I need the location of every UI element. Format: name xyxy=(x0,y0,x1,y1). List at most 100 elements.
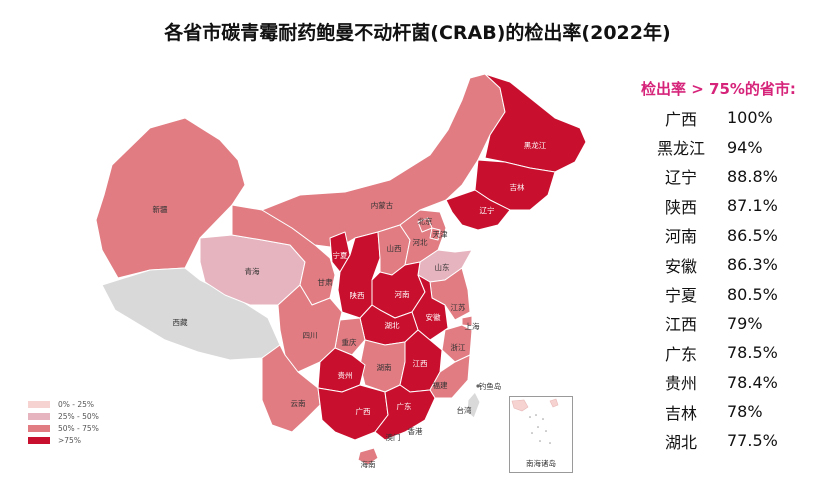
ranking-value: 88.8% xyxy=(727,166,778,186)
legend-swatch xyxy=(28,412,50,420)
label-liaoning: 辽宁 xyxy=(480,205,495,215)
legend-label: >75% xyxy=(58,435,81,445)
label-jiangxi: 江西 xyxy=(413,359,428,368)
legend-swatch xyxy=(28,424,50,432)
ranking-province: 黑龙江 xyxy=(656,139,705,159)
region-guangdong xyxy=(374,384,436,441)
ranking-row: 黑龙江 94% xyxy=(641,132,831,161)
label-hongkong: 香港 xyxy=(408,426,423,436)
ranking-header: 检出率 > 75%的省市: xyxy=(641,80,796,98)
ranking-row: 湖北 77.5% xyxy=(641,426,831,455)
region-shanghai xyxy=(461,315,473,327)
legend-swatch xyxy=(28,400,50,408)
ranking-province: 广西 xyxy=(664,109,697,129)
legend-item: 50% - 75% xyxy=(28,422,99,434)
label-hebei: 河北 xyxy=(413,238,428,247)
ranking-value: 100% xyxy=(727,108,773,128)
label-macau: 澳门 xyxy=(386,432,401,442)
ranking-value: 94% xyxy=(727,137,763,157)
ranking-value: 86.3% xyxy=(727,255,778,275)
ranking-province: 辽宁 xyxy=(664,168,697,188)
label-shaanxi: 陕西 xyxy=(350,290,365,300)
ranking-value: 78.5% xyxy=(727,343,778,363)
region-hainan xyxy=(357,447,379,466)
legend-swatch xyxy=(28,436,50,444)
ranking-row: 陕西 87.1% xyxy=(641,191,831,220)
region-sichuan xyxy=(277,284,343,373)
ranking-province: 安徽 xyxy=(664,256,697,276)
label-shanxi: 山西 xyxy=(387,243,402,253)
ranking-value: 87.1% xyxy=(727,196,778,216)
ranking-province: 广东 xyxy=(664,344,697,364)
label-jilin: 吉林 xyxy=(510,182,525,192)
legend-label: 0% - 25% xyxy=(58,399,95,409)
label-sichuan: 四川 xyxy=(303,331,318,340)
ranking-province: 湖北 xyxy=(664,432,697,452)
diaoyudao-marker xyxy=(476,384,480,388)
label-guangxi: 广西 xyxy=(356,406,371,416)
label-neimenggu: 内蒙古 xyxy=(371,200,394,210)
ranking-value: 77.5% xyxy=(727,431,778,451)
legend: 0% - 25% 25% - 50% 50% - 75% >75% xyxy=(28,398,99,446)
ranking-province: 陕西 xyxy=(664,197,697,217)
inset-label: 南海诸岛 xyxy=(526,459,556,468)
region-tianjin xyxy=(429,227,441,241)
label-zhejiang: 浙江 xyxy=(451,342,466,352)
legend-item: 25% - 50% xyxy=(28,410,99,422)
ranking-province: 河南 xyxy=(664,227,697,247)
legend-item: 0% - 25% xyxy=(28,398,99,410)
label-hunan: 湖南 xyxy=(377,362,392,372)
label-xizang: 西藏 xyxy=(173,317,188,327)
ranking-row: 贵州 78.4% xyxy=(641,368,831,397)
region-liaoning xyxy=(445,189,511,231)
ranking-row: 江西 79% xyxy=(641,309,831,338)
label-henan: 河南 xyxy=(395,289,410,299)
south-china-sea-islands xyxy=(511,398,559,444)
legend-item: >75% xyxy=(28,434,99,446)
ranking-value: 80.5% xyxy=(727,284,778,304)
ranking-row: 广东 78.5% xyxy=(641,338,831,367)
region-taiwan xyxy=(466,391,481,419)
label-shandong: 山东 xyxy=(435,262,450,272)
label-taiwan: 台湾 xyxy=(457,405,472,415)
label-chongqing: 重庆 xyxy=(342,337,357,347)
label-ningxia: 宁夏 xyxy=(333,250,348,260)
ranking-value: 78% xyxy=(727,402,763,422)
legend-label: 25% - 50% xyxy=(58,411,99,421)
ranking-value: 79% xyxy=(727,313,763,333)
ranking-province: 宁夏 xyxy=(664,286,697,306)
ranking-province: 江西 xyxy=(664,315,697,335)
label-shanghai: 上海 xyxy=(465,321,480,331)
label-tianjin: 天津 xyxy=(433,230,448,239)
label-xinjiang: 新疆 xyxy=(153,204,168,214)
region-anhui xyxy=(411,274,449,341)
ranking-value: 78.4% xyxy=(727,372,778,392)
ranking-row: 辽宁 88.8% xyxy=(641,162,831,191)
label-jiangsu: 江苏 xyxy=(451,302,466,312)
label-anhui: 安徽 xyxy=(426,312,441,322)
label-hainan: 海南 xyxy=(361,459,376,469)
label-guangdong: 广东 xyxy=(397,401,412,411)
label-gansu: 甘肃 xyxy=(318,277,333,287)
region-heilongjiang xyxy=(484,73,587,173)
ranking-province: 吉林 xyxy=(664,403,697,423)
label-hubei: 湖北 xyxy=(385,321,400,330)
ranking-panel: 检出率 > 75%的省市: 广西 100% 黑龙江 94% 辽宁 88.8% 陕西 87… xyxy=(641,78,831,456)
ranking-row: 安徽 86.3% xyxy=(641,250,831,279)
label-beijing: 北京 xyxy=(418,216,433,226)
ranking-row: 宁夏 80.5% xyxy=(641,279,831,308)
label-yunnan: 云南 xyxy=(291,398,306,408)
south-china-sea-inset: 南海诸岛 xyxy=(509,396,573,473)
ranking-province: 贵州 xyxy=(664,374,697,394)
legend-label: 50% - 75% xyxy=(58,423,99,433)
label-fujian: 福建 xyxy=(433,380,448,390)
china-map: 黑龙江 吉林 辽宁 内蒙古 新疆 西藏 青海 甘肃 宁夏 陕西 山西 河北 北京… xyxy=(95,73,587,469)
label-heilongjiang: 黑龙江 xyxy=(524,140,547,150)
ranking-row: 广西 100% xyxy=(641,103,831,132)
label-guizhou: 贵州 xyxy=(338,370,353,380)
ranking-value: 86.5% xyxy=(727,225,778,245)
ranking-row: 河南 86.5% xyxy=(641,221,831,250)
ranking-row: 吉林 78% xyxy=(641,397,831,426)
label-diaoyudao: 钓鱼岛 xyxy=(479,381,502,391)
page-title: 各省市碳青霉耐药鲍曼不动杆菌(CRAB)的检出率(2022年) xyxy=(164,22,671,44)
